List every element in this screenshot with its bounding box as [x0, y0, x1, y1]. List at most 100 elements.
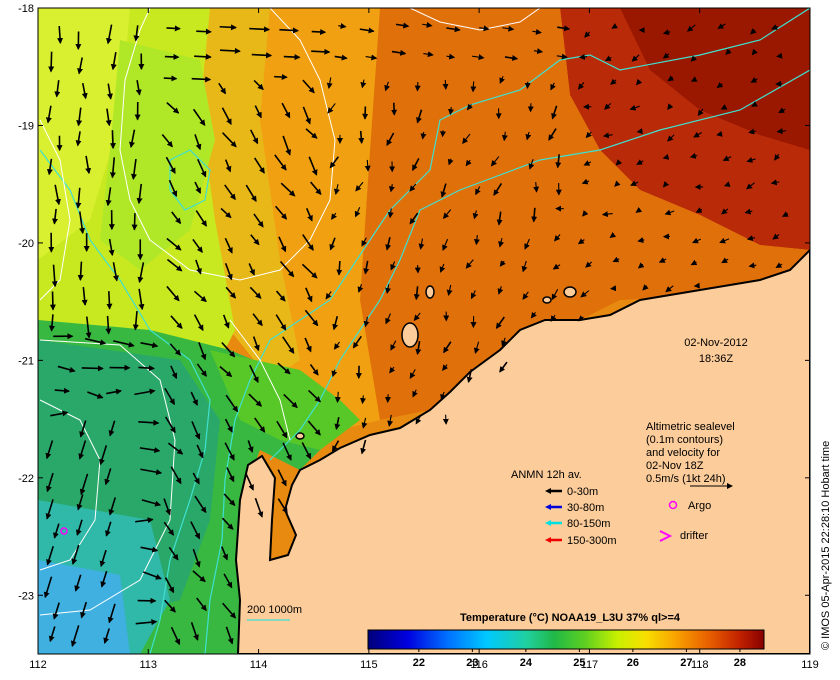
velocity-arrow [51, 208, 58, 225]
velocity-arrow [355, 181, 364, 192]
velocity-arrow [106, 24, 113, 45]
velocity-arrow [413, 286, 420, 301]
anmn-legend: ANMN 12h av. 0-30m 30-80m 80-150m 150-30… [511, 469, 617, 547]
velocity-arrow [693, 131, 703, 138]
velocity-arrow [54, 387, 70, 394]
map-plot-area [38, 8, 810, 654]
velocity-arrow [532, 28, 542, 35]
velocity-arrow [247, 440, 254, 453]
velocity-arrow [170, 365, 178, 380]
velocity-arrow [171, 211, 182, 225]
velocity-arrow [751, 101, 758, 107]
velocity-arrow [499, 75, 505, 84]
velocity-arrow [665, 285, 674, 293]
velocity-arrow [76, 107, 83, 127]
lon-tick-label: 117 [581, 659, 599, 671]
altimetry-note-line: 02-Nov 18Z [646, 460, 704, 472]
velocity-arrow [636, 128, 643, 135]
legend-arrowhead [545, 504, 551, 510]
velocity-arrow [358, 130, 365, 144]
velocity-arrow [504, 55, 519, 61]
velocity-arrow [776, 52, 783, 59]
velocity-arrow [224, 159, 232, 173]
velocity-arrow [99, 445, 108, 466]
velocity-arrow [51, 264, 58, 288]
velocity-arrow [423, 51, 434, 58]
velocity-arrow [164, 577, 175, 594]
velocity-arrow [690, 55, 698, 62]
velocity-arrow [166, 102, 180, 114]
colorbar-tick-label: 27 [680, 657, 692, 669]
velocity-arrow [499, 361, 508, 373]
velocity-arrow [275, 290, 286, 302]
velocity-arrow [106, 83, 113, 100]
velocity-arrow [140, 546, 159, 553]
velocity-arrow [604, 102, 612, 110]
velocity-arrow [775, 262, 783, 269]
velocity-arrow [554, 234, 561, 242]
velocity-arrow [609, 231, 617, 238]
velocity-arrow [601, 211, 613, 218]
velocity-arrow [577, 82, 585, 90]
velocity-arrow [750, 28, 757, 35]
velocity-arrow [81, 82, 88, 100]
velocity-arrow [221, 342, 236, 358]
velocity-arrow [164, 53, 180, 60]
velocity-arrow [771, 24, 779, 30]
velocity-arrow [164, 416, 176, 434]
velocity-arrow [473, 235, 480, 246]
velocity-arrow [113, 340, 135, 348]
velocity-arrow [720, 104, 728, 110]
velocity-arrow [45, 440, 54, 460]
velocity-arrow [218, 82, 227, 95]
velocity-arrow [391, 49, 407, 56]
velocity-arrow [415, 415, 422, 425]
velocity-arrow [108, 420, 116, 437]
velocity-arrow [637, 237, 645, 243]
velocity-arrow [440, 183, 447, 198]
velocity-arrow [716, 130, 723, 137]
velocity-arrow [139, 447, 161, 454]
velocity-arrow [409, 369, 416, 379]
velocity-arrow [112, 262, 119, 282]
velocity-arrow [357, 284, 364, 293]
velocity-arrow [79, 211, 86, 235]
velocity-arrow [629, 104, 640, 111]
velocity-arrow [135, 619, 158, 626]
velocity-arrow [104, 468, 112, 486]
velocity-arrow [191, 76, 212, 83]
velocity-arrow [746, 182, 755, 190]
velocity-arrow [276, 420, 288, 439]
velocity-arrow [302, 106, 311, 125]
velocity-arrow [305, 208, 313, 222]
velocity-arrow [716, 82, 724, 88]
velocity-arrow [390, 261, 396, 271]
velocity-arrow [470, 81, 477, 93]
velocity-arrow [48, 314, 55, 332]
velocity-arrow [220, 207, 232, 219]
legend-label: 80-150m [567, 518, 610, 530]
argo-legend-label: Argo [688, 500, 711, 512]
velocity-arrow [131, 213, 138, 231]
velocity-arrow [304, 309, 319, 327]
velocity-arrow [50, 410, 69, 417]
velocity-arrow [363, 316, 370, 328]
velocity-arrow [522, 291, 529, 300]
velocity-arrow [224, 262, 233, 281]
velocity-arrow [192, 570, 206, 583]
velocity-arrow [440, 391, 446, 401]
velocity-arrow [498, 237, 504, 248]
velocity-arrow [636, 78, 643, 86]
velocity-arrow [165, 156, 176, 175]
velocity-arrow [221, 107, 232, 126]
velocity-arrow [43, 576, 53, 599]
anmn-legend-item: 80-150m [545, 518, 610, 530]
velocity-arrow [79, 420, 87, 438]
velocity-arrow [168, 546, 179, 561]
velocity-arrow [277, 469, 287, 487]
velocity-arrow [385, 313, 391, 325]
velocity-arrow [166, 285, 180, 302]
timestamp-time: 18:36Z [699, 353, 734, 365]
velocity-arrow [585, 131, 592, 139]
velocity-arrow [642, 284, 649, 291]
